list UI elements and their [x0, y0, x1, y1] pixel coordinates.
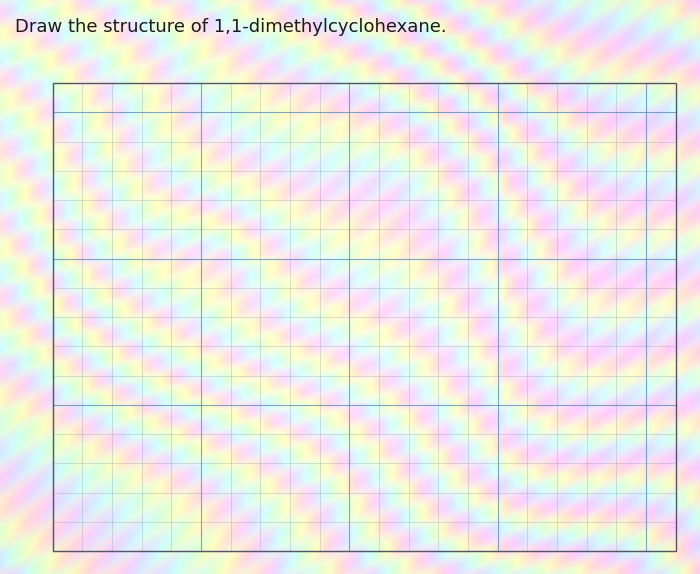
Bar [52, 83, 676, 551]
Text: Draw the structure of 1,1-dimethylcyclohexane.: Draw the structure of 1,1-dimethylcycloh… [15, 18, 447, 36]
